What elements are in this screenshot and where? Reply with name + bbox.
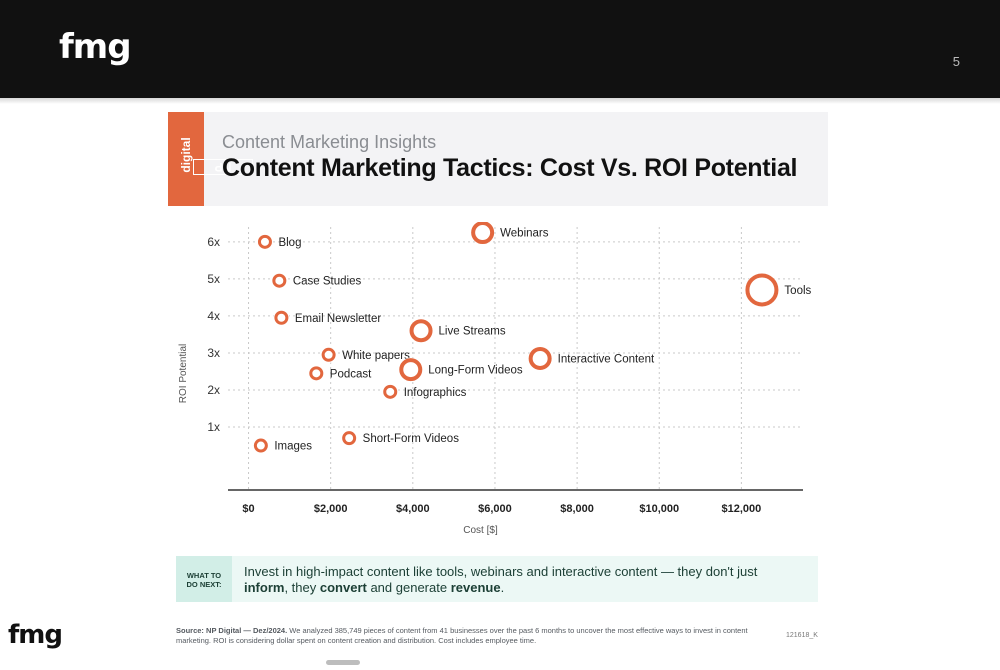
y-tick-label: 3x [207,346,220,360]
cta-label-line1: WHAT TO [186,571,222,580]
source-note: Source: NP Digital — Dez/2024. We analyz… [176,626,776,646]
cta-text-part: Invest in high-impact content like tools… [244,564,758,579]
data-point [257,234,272,249]
cta-text-part: and generate [366,580,451,595]
cta-text-part: . [500,580,505,595]
data-point-label: Images [274,441,312,453]
x-tick-label: $6,000 [478,503,512,515]
y-tick-label: 4x [207,309,220,323]
cost-vs-roi-scatter-chart: $0 $2,000 $4,000 $6,000 $8,000 $10,000 $12,000… [178,222,812,536]
x-axis-title: Cost [$] [463,525,498,536]
data-point [321,347,336,362]
slide-code: 121618_K [786,632,818,639]
cta-bold-inform: inform [244,580,285,595]
data-point-label: Webinars [500,228,549,240]
np-digital-badge: NP digital [168,112,253,206]
x-tick-label: $0 [242,503,254,515]
data-point [471,222,495,245]
data-point [399,358,423,382]
y-axis-title: ROI Potential [178,344,189,403]
page-number: 5 [952,54,960,69]
data-point-label: Live Streams [439,326,506,338]
badge-digital: digital [179,137,193,173]
cta-bold-revenue: revenue [450,580,501,595]
data-point-label: Email Newsletter [295,313,381,325]
y-tick-label: 6x [207,235,220,249]
data-point [274,310,289,325]
np-digital-badge-text: NP digital [179,125,253,185]
data-point-label: Tools [784,285,811,297]
y-tick-label: 5x [207,272,220,286]
data-point-label: Interactive Content [558,354,655,366]
source-org: NP Digital — Dez/2024. [206,626,288,635]
horizontal-scrollbar[interactable] [326,660,360,665]
data-point-label: Short-Form Videos [363,433,460,445]
data-point-label: Long-Form Videos [428,365,523,377]
x-tick-label: $12,000 [722,503,762,515]
what-to-do-next-box: WHAT TO DO NEXT: Invest in high-impact c… [176,556,818,602]
data-point [528,347,552,370]
y-tick-label: 2x [207,383,220,397]
data-point [272,273,287,288]
x-tick-label: $10,000 [639,503,679,515]
fmg-logo: fmg [59,27,132,67]
data-point [342,431,357,446]
data-point-label: Podcast [330,368,372,380]
data-point [383,384,398,399]
x-tick-label: $2,000 [314,503,348,515]
source-label: Source: [176,626,204,635]
data-point-label: Case Studies [293,276,362,288]
data-point-label: Infographics [404,387,467,399]
data-point [409,319,433,343]
cta-label-line2: DO NEXT: [186,580,222,589]
cta-text: Invest in high-impact content like tools… [244,564,804,596]
data-point-label: White papers [342,350,410,362]
slide-header: NP digital Content Marketing Insights Con… [168,112,828,206]
x-tick-label: $4,000 [396,503,430,515]
fmg-logo-bottom: fmg [8,620,63,650]
data-point-label: Blog [278,237,301,249]
slide-subtitle: Content Marketing Insights [222,132,437,152]
slide: NP digital Content Marketing Insights Con… [168,112,828,652]
slide-title: Content Marketing Tactics: Cost Vs. ROI … [222,154,798,182]
data-point [745,273,779,307]
data-point [253,438,268,453]
top-bar-shadow [0,98,1000,104]
data-point [309,366,324,381]
cta-text-part: , they [284,580,320,595]
y-tick-label: 1x [207,420,220,434]
cta-label: WHAT TO DO NEXT: [176,556,232,602]
cta-bold-convert: convert [319,580,367,595]
source-text: We analyzed 385,749 pieces of content fr… [176,626,748,645]
x-tick-label: $8,000 [560,503,594,515]
top-bar: fmg 5 [0,0,1000,98]
